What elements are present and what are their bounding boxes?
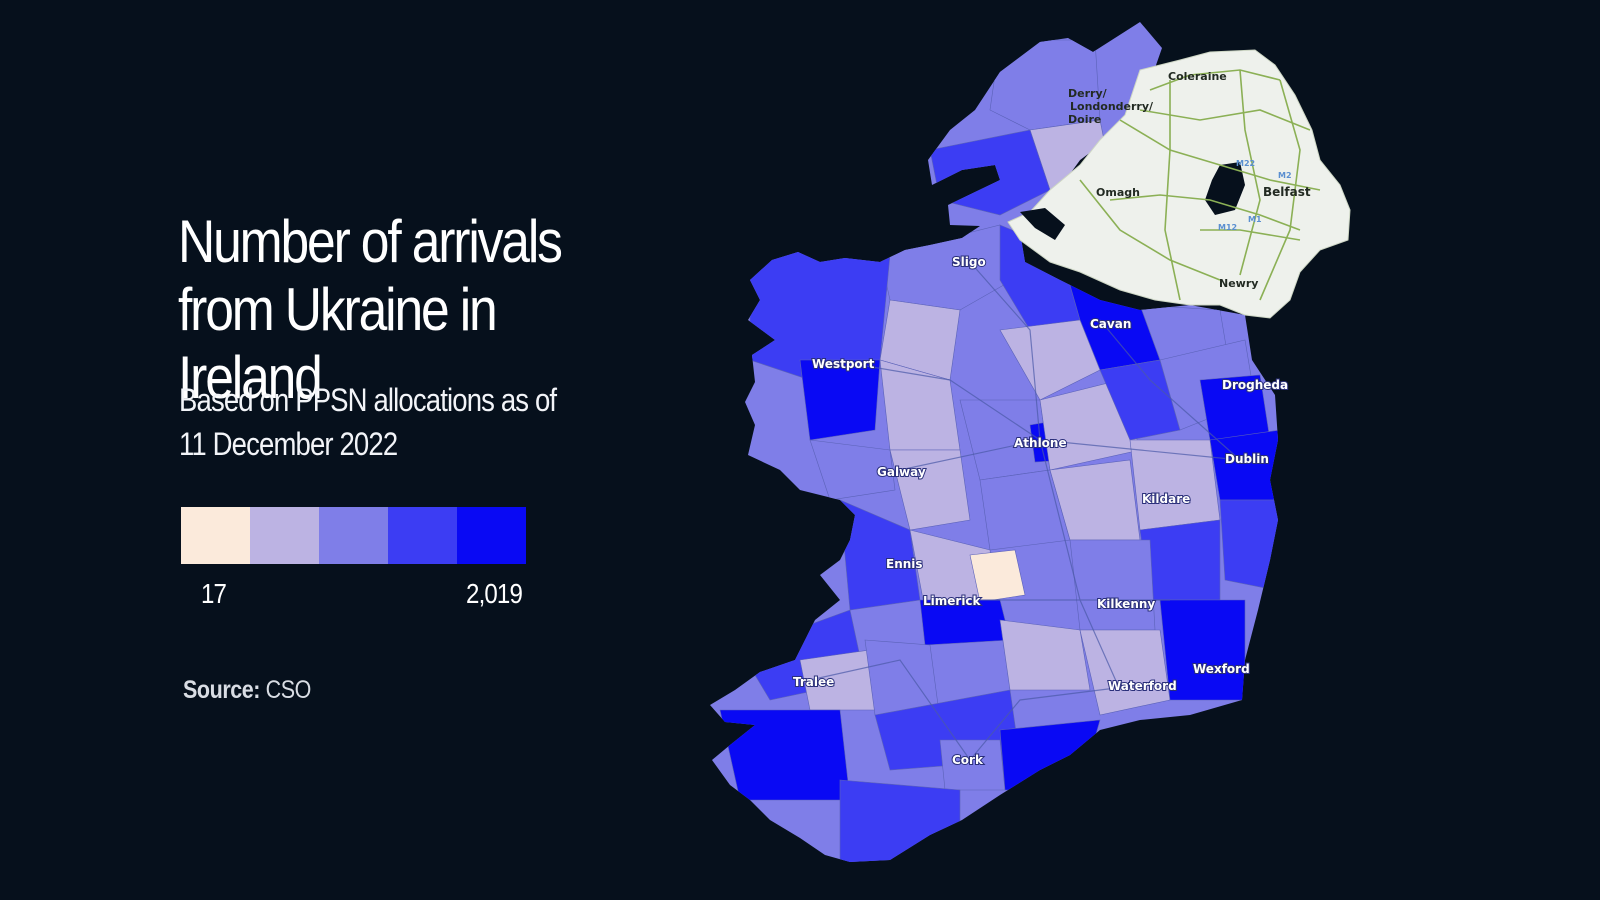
- city-label-westport: Westport: [812, 357, 875, 371]
- legend-swatch-3: [319, 507, 388, 564]
- city-label-ennis: Ennis: [886, 557, 923, 571]
- region-kilkenny: [1069, 539, 1156, 631]
- legend-max-label: 2,019: [466, 578, 523, 609]
- ni-road-network: [1079, 69, 1321, 301]
- region-cork-south: [839, 779, 961, 862]
- ni-city-labels: Coleraine Derry/Londonderry/Doire Omagh Bel…: [1068, 70, 1311, 290]
- city-label-sligo: Sligo: [952, 255, 986, 269]
- lough-erne: [1020, 208, 1065, 240]
- city-label-drogheda: Drogheda: [1222, 378, 1288, 392]
- legend-swatch-2: [250, 507, 319, 564]
- legend-swatch-4: [388, 507, 457, 564]
- region-tipperary-south: [999, 619, 1091, 691]
- source-value: CSO: [265, 676, 312, 704]
- city-label-belfast: Belfast: [1263, 185, 1311, 199]
- city-label-derry-3: Doire: [1068, 113, 1101, 126]
- city-label-wexford: Wexford: [1193, 662, 1250, 676]
- city-label-kildare: Kildare: [1142, 492, 1190, 506]
- road-label-m12: M12: [1218, 223, 1237, 232]
- city-label-cork: Cork: [952, 753, 984, 767]
- legend-min-label: 17: [201, 578, 227, 609]
- city-label-dublin: Dublin: [1225, 452, 1269, 466]
- city-label-tralee: Tralee: [793, 675, 834, 689]
- city-label-athlone: Athlone: [1014, 436, 1067, 450]
- ireland-map: Sligo Cavan Westport Drogheda Athlone Galway D…: [710, 22, 1351, 862]
- region-cork-east: [999, 719, 1101, 791]
- region-dublin: [1209, 429, 1278, 501]
- roi-road-network: [809, 261, 1241, 761]
- map-title: Number of arrivals from Ukraine in Irela…: [178, 208, 563, 411]
- city-label-waterford: Waterford: [1108, 679, 1177, 693]
- city-label-limerick: Limerick: [923, 594, 982, 608]
- northern-ireland: [1007, 49, 1351, 319]
- color-legend: [181, 507, 526, 565]
- city-label-kilkenny: Kilkenny: [1097, 597, 1155, 611]
- city-label-derry-2: Londonderry/: [1070, 100, 1154, 113]
- city-label-coleraine: Coleraine: [1168, 70, 1227, 83]
- source-label: Source:: [183, 676, 261, 704]
- legend-swatch-1: [181, 507, 250, 564]
- map-subtitle: Based on PPSN allocations as of 11 Decem…: [179, 382, 557, 462]
- region-kerry-south: [719, 709, 851, 801]
- source-note: Source: CSO: [183, 676, 311, 705]
- city-label-newry: Newry: [1219, 277, 1258, 290]
- region-galway-north: [809, 439, 896, 501]
- ni-land: [1007, 49, 1351, 319]
- city-label-galway: Galway: [877, 465, 926, 479]
- road-label-m22: M22: [1236, 159, 1255, 168]
- legend-swatch-5: [457, 507, 526, 564]
- road-label-m2: M2: [1278, 171, 1292, 180]
- region-westport: [799, 359, 881, 441]
- city-label-derry-1: Derry/: [1068, 87, 1108, 100]
- region-wicklow: [1219, 499, 1278, 591]
- region-lowest: [969, 549, 1026, 603]
- city-label-omagh: Omagh: [1096, 186, 1140, 199]
- roi-city-labels: Sligo Cavan Westport Drogheda Athlone Galway D…: [792, 254, 1289, 768]
- road-labels: M22 M2 M1 M12: [1218, 159, 1292, 232]
- road-label-m1: M1: [1248, 215, 1262, 224]
- city-label-cavan: Cavan: [1090, 317, 1131, 331]
- region-galway-east: [889, 449, 971, 531]
